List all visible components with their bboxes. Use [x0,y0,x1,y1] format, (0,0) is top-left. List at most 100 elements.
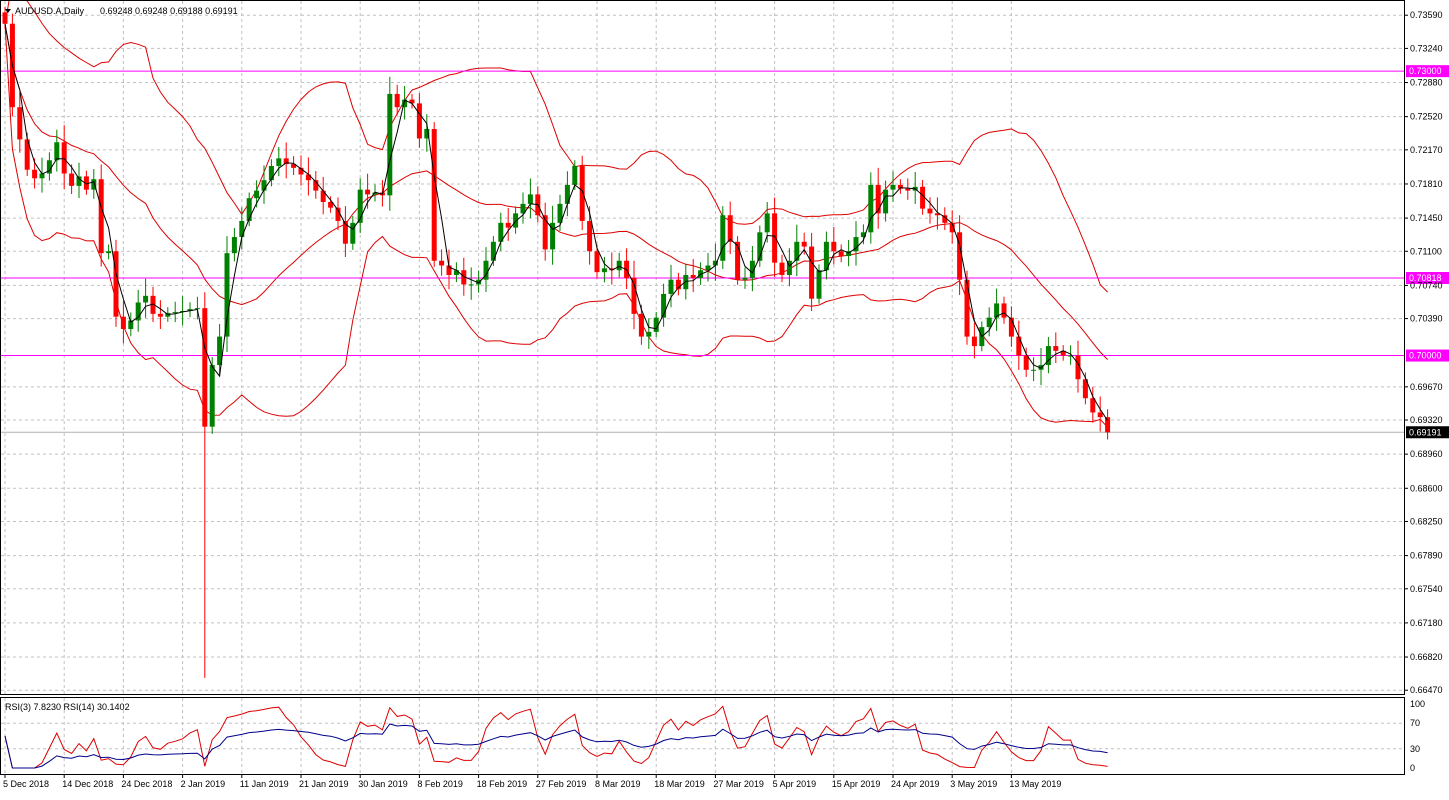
candle [668,264,674,308]
date-tick-label: 8 Mar 2019 [595,779,641,789]
lower-band [4,23,1108,428]
price-tick-label: 0.67540 [1410,584,1443,594]
price-line-tag [1406,349,1449,362]
candle [120,300,126,344]
candle [631,260,637,330]
candle [409,93,415,109]
price-tick-label: 0.68600 [1410,483,1443,493]
candle [439,249,445,276]
candle [816,264,822,304]
candle [61,125,67,189]
candle [616,252,622,278]
price-tick-label: 0.73590 [1410,10,1443,20]
candle [587,206,593,265]
candle [350,216,356,250]
candle [476,270,482,293]
candle [705,252,711,282]
candle [949,210,955,244]
axes: 0.73590 0.73240 0.72880 0.72520 0.72170 0.718… [3,10,1443,789]
candle [387,76,393,211]
date-tick-label: 24 Apr 2019 [891,779,940,789]
price-tick-label: 0.73240 [1410,43,1443,53]
candle [372,184,378,202]
price-tick-label: 0.67890 [1410,551,1443,561]
candle [313,171,319,199]
price-tick-label: 0.72880 [1410,78,1443,88]
symbol-label: AUDUSD.A,Daily [15,6,85,16]
rsi-level-label: 0 [1410,763,1415,773]
candle [594,244,600,279]
candle [646,318,652,349]
candle [305,157,311,196]
date-tick-label: 21 Jan 2019 [299,779,349,789]
candle [261,165,267,204]
candle [1090,386,1096,423]
bollinger-bands [4,0,1108,428]
candle [550,205,556,265]
date-tick-label: 24 Dec 2018 [121,779,172,789]
price-tick-label: 0.66470 [1410,685,1443,695]
candle [135,289,141,332]
candles [2,6,1111,678]
candle [209,357,215,434]
candle [54,129,60,172]
price-line-tag [1406,65,1449,78]
candle [113,239,119,327]
candle [712,243,718,281]
candle [601,256,607,283]
candle [971,322,977,359]
candle [527,178,533,219]
candle [239,207,245,250]
price-line-label: 0.70818 [1409,273,1442,283]
symbol-dropdown-icon[interactable] [5,9,11,13]
candle [638,304,644,345]
candle [1008,306,1014,347]
grid [1,1,1404,774]
rsi-level-label: 70 [1410,718,1420,728]
candle [957,215,963,296]
candle [1097,396,1103,432]
candle [224,236,230,352]
candle [675,272,681,296]
candle [542,202,548,261]
candle [735,236,741,285]
candle [76,162,82,199]
price-line-label: 0.73000 [1409,66,1442,76]
candle [91,168,97,199]
candle [83,170,89,195]
candle [498,212,504,252]
candle [1060,345,1066,361]
candle [1031,357,1037,382]
candle [779,254,785,283]
candle [98,164,104,267]
candle [653,311,659,337]
rsi14-line [4,723,1108,769]
candle [994,288,1000,331]
candle [1075,340,1081,393]
price-tick-label: 0.70390 [1410,314,1443,324]
candle [883,180,889,222]
price-tick-label: 0.71450 [1410,213,1443,223]
candle [1045,336,1051,374]
rsi-level-label: 30 [1410,744,1420,754]
candle [231,227,237,262]
candle [1016,320,1022,370]
candle [564,171,570,217]
rsi-panel: 100 70 30 0 [1,699,1425,773]
rsi-level-label: 100 [1410,699,1425,709]
candle [801,232,807,255]
candle [772,197,778,277]
date-tick-label: 11 Jan 2019 [240,779,289,789]
candle [720,206,726,269]
candle [483,247,489,293]
price-tick-label: 0.72170 [1410,145,1443,155]
candle [853,221,859,266]
candle [46,152,52,181]
date-tick-label: 2 Jan 2019 [181,779,226,789]
candle [298,155,304,186]
rsi3-line [4,705,1108,769]
candle [520,192,526,224]
candle [823,231,829,280]
candle [328,196,334,213]
